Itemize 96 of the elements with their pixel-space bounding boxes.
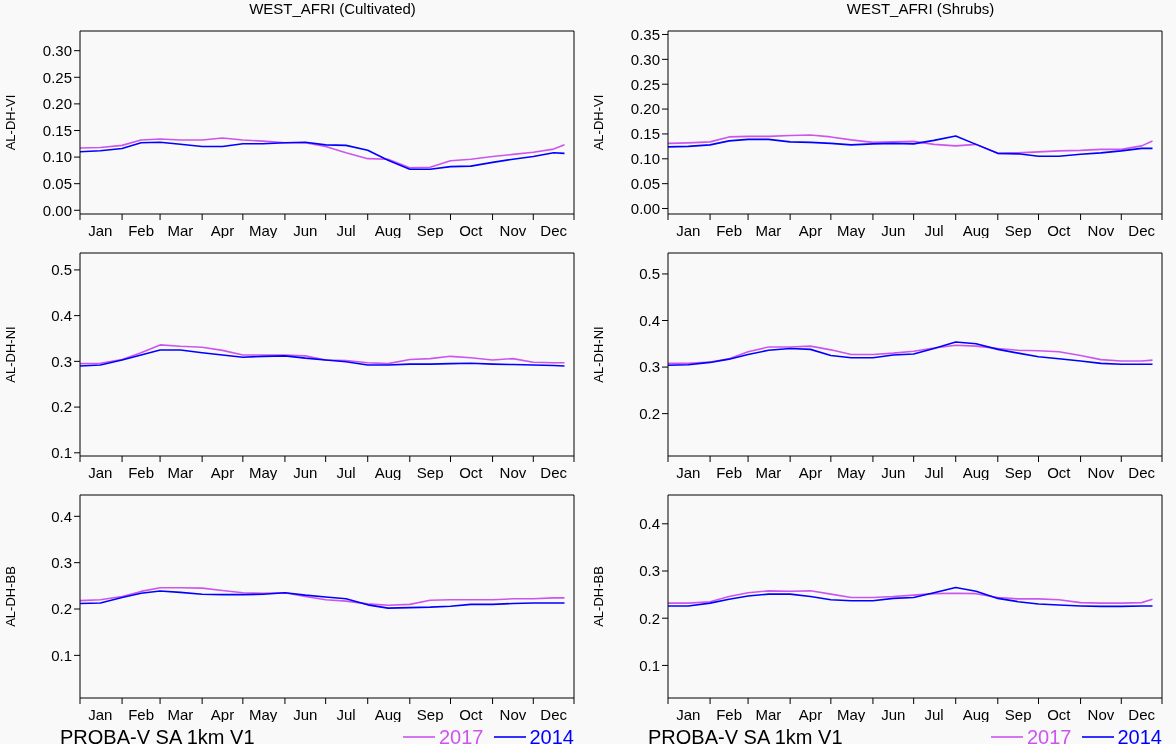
y-tick-label: 0.30	[42, 42, 72, 60]
chart-title: WEST_AFRI (Cultivated)	[248, 0, 417, 19]
x-tick-label: Dec	[540, 222, 568, 239]
y-tick-label: 0.2	[639, 609, 660, 627]
x-tick-label: Jul	[924, 706, 944, 723]
y-tick-label: 0.10	[630, 150, 660, 168]
x-tick-label: Oct	[1047, 222, 1072, 239]
y-tick-label: 0.25	[630, 75, 660, 93]
y-tick-label: 0.4	[639, 311, 660, 329]
x-tick-label: Jan	[88, 222, 113, 239]
x-tick-label: Jan	[676, 706, 701, 723]
y-tick-label: 0.25	[42, 68, 72, 86]
y-axis-title: AL-DH-NI	[2, 326, 18, 383]
x-tick-label: Nov	[1087, 464, 1115, 481]
y-axis-title: AL-DH-BB	[2, 566, 18, 627]
y-tick-label: 0.4	[639, 515, 660, 533]
x-tick-label: Jul	[924, 464, 944, 481]
x-tick-label: Dec	[540, 464, 568, 481]
x-tick-label: Jun	[293, 222, 318, 239]
line-series	[80, 349, 566, 367]
x-tick-label: Mar	[755, 222, 782, 239]
x-tick-label: Dec	[1128, 222, 1156, 239]
x-tick-label: Dec	[1128, 706, 1156, 723]
text: PROBA-V SA 1km V1	[648, 725, 843, 744]
y-tick-label: 0.15	[42, 121, 72, 139]
x-tick-label: Jun	[881, 222, 906, 239]
x-tick-label: Jun	[293, 464, 318, 481]
x-tick-label: Jan	[676, 222, 701, 239]
x-tick-label: Jun	[881, 464, 906, 481]
x-tick-label: Mar	[167, 706, 194, 723]
x-tick-label: Oct	[1047, 706, 1072, 723]
y-tick-label: 0.2	[51, 398, 72, 416]
y-axis-title: AL-DH-NI	[590, 326, 606, 383]
x-tick-label: Mar	[755, 706, 782, 723]
x-tick-label: Mar	[755, 464, 782, 481]
text: PROBA-V SA 1km V1	[60, 725, 255, 744]
x-tick-label: Nov	[1087, 222, 1115, 239]
x-tick-label: Oct	[1047, 464, 1072, 481]
x-tick-label: Jun	[293, 706, 318, 723]
y-tick-label: 0.5	[639, 265, 660, 283]
legend-label: 2014	[528, 725, 574, 744]
y-tick-label: 0.1	[639, 656, 660, 674]
legend-label: 2017	[1026, 725, 1072, 744]
x-tick-label: Nov	[499, 222, 527, 239]
x-tick-label: Dec	[1128, 464, 1156, 481]
y-tick-label: 0.2	[51, 600, 72, 618]
legend-label: 2014	[1116, 725, 1162, 744]
x-tick-label: Jan	[88, 464, 113, 481]
y-tick-label: 0.1	[51, 444, 72, 462]
x-tick-label: Feb	[716, 464, 742, 481]
y-axis-title: AL-DH-BB	[590, 566, 606, 627]
legend-label: 2017	[438, 725, 484, 744]
x-tick-label: Mar	[167, 464, 194, 481]
y-tick-label: 0.15	[630, 125, 660, 143]
y-tick-label: 0.3	[639, 562, 660, 580]
y-tick-label: 0.35	[630, 25, 660, 43]
line-series	[80, 344, 566, 365]
chart-title: WEST_AFRI (Shrubs)	[845, 0, 996, 19]
y-tick-label: 0.5	[51, 261, 72, 279]
y-tick-label: 0.30	[630, 50, 660, 68]
x-tick-label: Nov	[1087, 706, 1115, 723]
y-tick-label: 0.10	[42, 148, 72, 166]
y-tick-label: 0.20	[630, 100, 660, 118]
y-tick-label: 0.00	[630, 199, 660, 217]
x-tick-label: Jun	[881, 706, 906, 723]
x-tick-label: Jul	[336, 706, 356, 723]
x-tick-label: Feb	[716, 706, 742, 723]
x-tick-label: Feb	[128, 222, 154, 239]
y-tick-label: 0.1	[51, 646, 72, 664]
x-tick-label: Oct	[459, 464, 484, 481]
x-tick-label: Dec	[540, 706, 568, 723]
x-tick-label: Jan	[88, 706, 113, 723]
y-axis-title: AL-DH-VI	[2, 94, 18, 151]
y-tick-label: 0.3	[51, 352, 72, 370]
y-tick-label: 0.05	[42, 175, 72, 192]
x-tick-label: Oct	[459, 706, 484, 723]
y-tick-label: 0.4	[51, 306, 72, 324]
y-tick-label: 0.3	[639, 358, 660, 376]
x-tick-label: Jul	[336, 464, 356, 481]
y-tick-label: 0.20	[42, 95, 72, 113]
y-tick-label: 0.05	[630, 174, 660, 192]
y-tick-label: 0.00	[42, 201, 72, 219]
x-tick-label: Jul	[336, 222, 356, 239]
x-tick-label: Feb	[716, 222, 742, 239]
y-axis-title: AL-DH-VI	[590, 94, 606, 151]
x-tick-label: Mar	[167, 222, 194, 239]
x-tick-label: Oct	[459, 222, 484, 239]
x-tick-label: Jan	[676, 464, 701, 481]
y-tick-label: 0.3	[51, 553, 72, 571]
x-tick-label: Feb	[128, 706, 154, 723]
x-tick-label: Jul	[924, 222, 944, 239]
x-tick-label: Nov	[499, 706, 527, 723]
y-tick-label: 0.4	[51, 507, 72, 525]
x-tick-label: Feb	[128, 464, 154, 481]
x-tick-label: Nov	[499, 464, 527, 481]
y-tick-label: 0.2	[639, 404, 660, 422]
